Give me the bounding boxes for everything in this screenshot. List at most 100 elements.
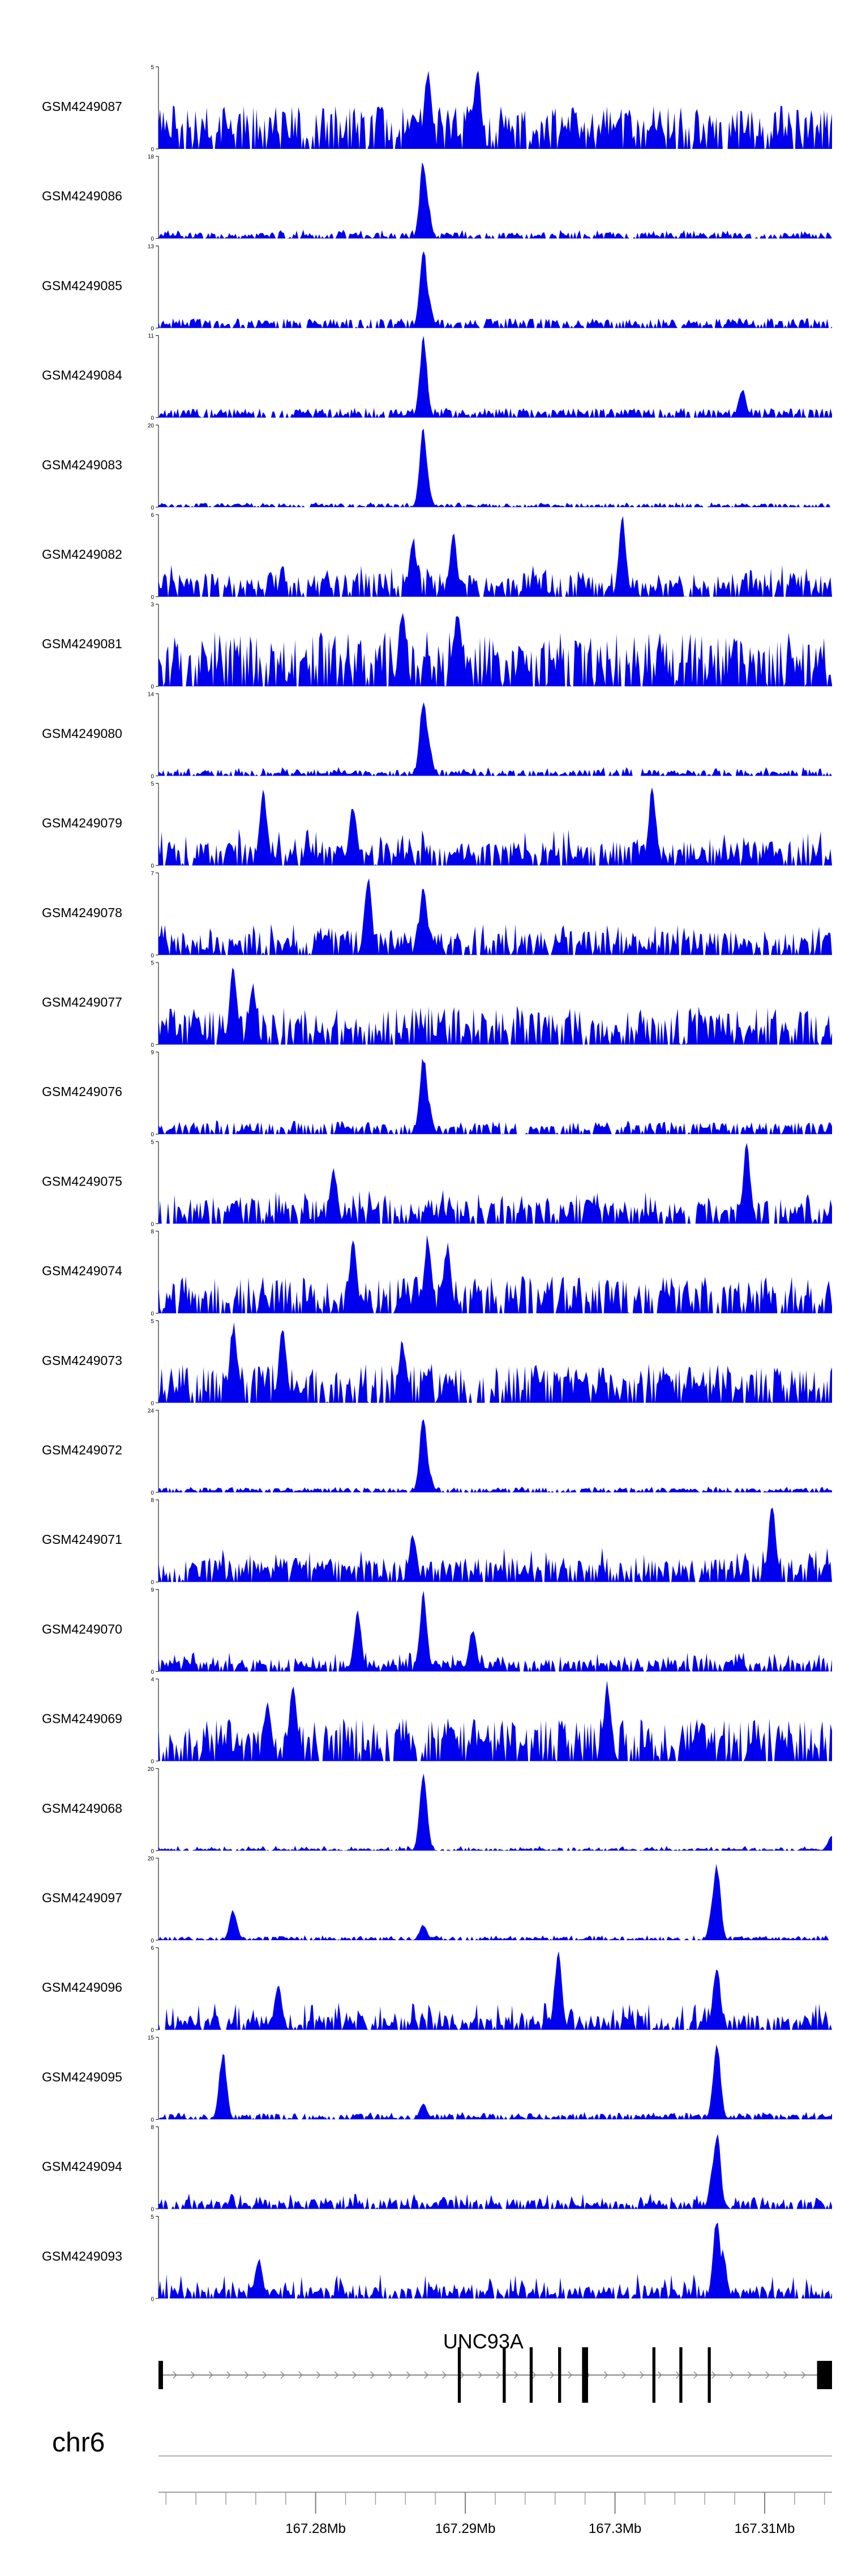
y-zero-label: 0	[151, 2117, 154, 2123]
track-label: GSM4249093	[42, 2249, 122, 2263]
coverage-area	[158, 2044, 832, 2120]
strand-arrow	[316, 2371, 321, 2379]
y-zero-label: 0	[151, 505, 154, 511]
track-GSM4249084: GSM4249084 11 0	[42, 333, 832, 422]
y-zero-label: 0	[151, 863, 154, 870]
y-zero-label: 0	[151, 1132, 154, 1138]
strand-arrow	[496, 2371, 500, 2379]
y-max-label: 5	[151, 960, 154, 966]
track-label: GSM4249087	[42, 99, 122, 114]
y-max-label: 20	[148, 1856, 155, 1862]
strand-arrow	[729, 2371, 734, 2379]
strand-arrow	[424, 2371, 429, 2379]
y-zero-label: 0	[151, 147, 154, 153]
gene-label: UNC93A	[443, 2330, 524, 2353]
track-label: GSM4249070	[42, 1621, 122, 1636]
y-zero-label: 0	[151, 1042, 154, 1049]
y-max-label: 6	[151, 1945, 154, 1952]
strand-arrow	[765, 2371, 770, 2379]
coverage-area	[158, 1507, 832, 1582]
coverage-area	[158, 429, 832, 507]
y-zero-label: 0	[151, 1759, 154, 1765]
y-zero-label: 0	[151, 594, 154, 601]
track-label: GSM4249069	[42, 1711, 122, 1726]
gene-model-track: UNC93A	[158, 2330, 832, 2403]
track-label: GSM4249083	[42, 457, 122, 472]
y-zero-label: 0	[151, 326, 154, 332]
strand-arrow	[514, 2371, 518, 2379]
y-zero-label: 0	[151, 1848, 154, 1855]
y-zero-label: 0	[151, 2207, 154, 2213]
track-label: GSM4249094	[42, 2159, 122, 2174]
track-label: GSM4249079	[42, 816, 122, 831]
track-label: GSM4249076	[42, 1084, 122, 1099]
coverage-area	[158, 1419, 832, 1492]
track-label: GSM4249084	[42, 368, 122, 383]
track-GSM4249076: GSM4249076 9 0	[42, 1050, 832, 1138]
strand-arrow	[550, 2371, 555, 2379]
strand-arrow	[280, 2371, 285, 2379]
coverage-area	[158, 1680, 832, 1761]
exon-block	[457, 2347, 461, 2403]
strand-arrow	[747, 2371, 752, 2379]
y-zero-label: 0	[151, 1938, 154, 1944]
exon-block	[817, 2361, 832, 2389]
chromosome-label: chr6	[52, 2428, 105, 2458]
coverage-area	[158, 70, 832, 149]
y-max-label: 9	[151, 1587, 154, 1593]
y-max-label: 20	[148, 423, 155, 429]
track-label: GSM4249080	[42, 726, 122, 741]
y-max-label: 11	[148, 333, 155, 340]
coverage-area	[158, 968, 832, 1045]
strand-arrow	[568, 2371, 572, 2379]
track-GSM4249083: GSM4249083 20 0	[42, 423, 832, 511]
track-label: GSM4249073	[42, 1353, 122, 1368]
strand-arrow	[208, 2371, 213, 2379]
exon-block	[652, 2347, 655, 2403]
exon-block	[679, 2347, 683, 2403]
strand-arrow	[226, 2371, 231, 2379]
y-max-label: 24	[148, 1408, 155, 1414]
strand-arrow	[352, 2371, 357, 2379]
track-GSM4249074: GSM4249074 8 0	[42, 1229, 832, 1317]
track-label: GSM4249081	[42, 636, 122, 651]
coverage-area	[158, 516, 832, 597]
strand-arrow	[478, 2371, 483, 2379]
track-GSM4249077: GSM4249077 5 0	[42, 960, 832, 1049]
x-tick-label: 167.28Mb	[285, 2521, 346, 2536]
y-zero-label: 0	[151, 1580, 154, 1586]
track-label: GSM4249078	[42, 905, 122, 920]
y-zero-label: 0	[151, 953, 154, 959]
coverage-area	[158, 613, 832, 687]
track-label: GSM4249097	[42, 1890, 122, 1905]
track-GSM4249075: GSM4249075 5 0	[42, 1139, 832, 1227]
y-zero-label: 0	[151, 1311, 154, 1317]
y-max-label: 9	[151, 1050, 154, 1056]
coverage-area	[158, 1058, 832, 1135]
y-max-label: 18	[148, 154, 155, 160]
track-GSM4249079: GSM4249079 5 0	[42, 781, 832, 870]
y-max-label: 8	[151, 1229, 154, 1235]
x-tick-label: 167.3Mb	[589, 2521, 641, 2536]
y-max-label: 5	[151, 1319, 154, 1325]
strand-arrow	[442, 2371, 447, 2379]
track-GSM4249096: GSM4249096 6 0	[42, 1945, 832, 2034]
coverage-area	[158, 702, 832, 776]
strand-arrow	[298, 2371, 303, 2379]
y-max-label: 5	[151, 2214, 154, 2220]
track-GSM4249080: GSM4249080 14 0	[42, 691, 832, 780]
y-zero-label: 0	[151, 773, 154, 780]
coverage-tracks: GSM424908750GSM4249086180GSM4249085130GS…	[42, 65, 832, 2303]
track-label: GSM4249095	[42, 2069, 122, 2084]
y-max-label: 15	[148, 2035, 155, 2041]
y-zero-label: 0	[151, 2296, 154, 2303]
y-zero-label: 0	[151, 2027, 154, 2034]
coverage-area	[158, 787, 832, 866]
coverage-area	[158, 1591, 832, 1672]
track-GSM4249085: GSM4249085 13 0	[42, 243, 832, 332]
coverage-area	[158, 162, 832, 239]
genomic-axis-track: chr6 167.28Mb 167.29Mb 167.3Mb 167.31Mb	[52, 2428, 832, 2536]
exon-block	[503, 2347, 506, 2403]
y-max-label: 20	[148, 1766, 155, 1773]
